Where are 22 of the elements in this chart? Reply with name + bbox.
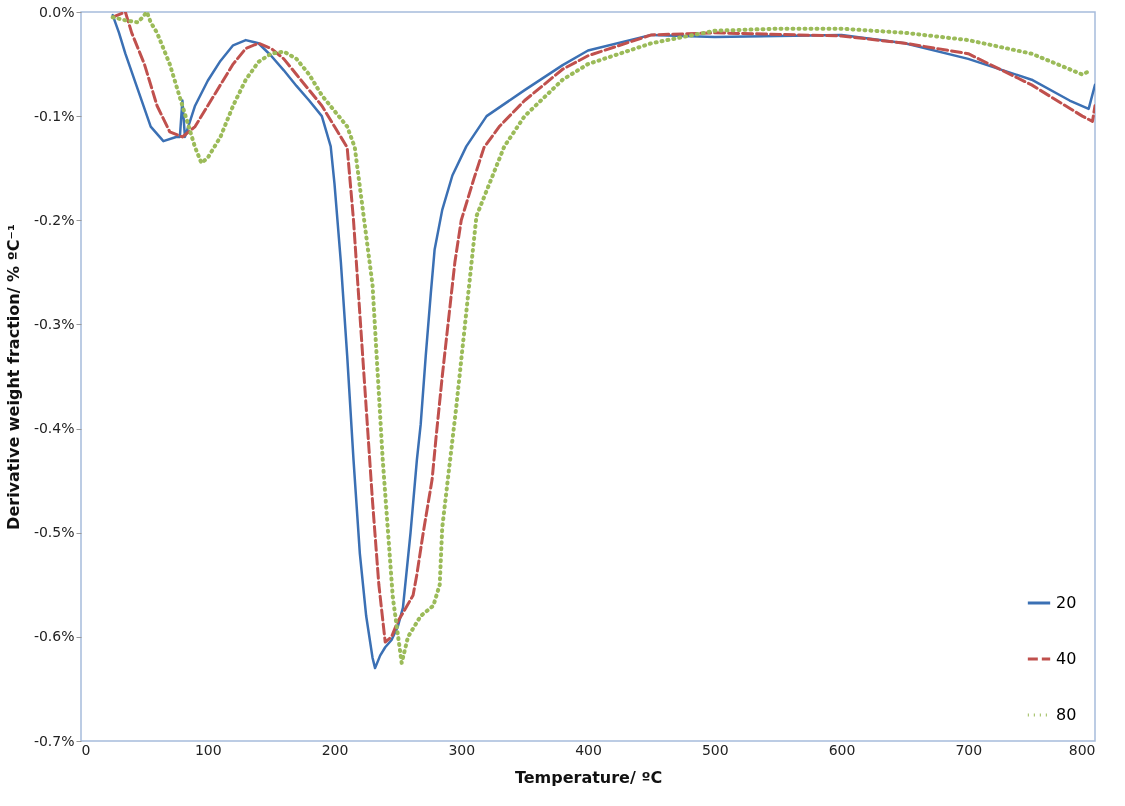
x-tick-label: 700 [955,741,983,758]
x-tick-label: 800 [1068,741,1096,758]
y-tick-label: -0.7% [33,732,75,749]
x-tick-label: 600 [828,741,856,758]
y-tick-label: -0.5% [33,524,75,541]
y-tick-label: -0.4% [33,420,75,437]
x-tick-label: 0 [81,741,91,758]
y-tick-label: -0.3% [33,315,75,332]
legend-label: 20 [1056,593,1077,612]
x-tick-label: 100 [194,741,222,758]
x-tick-label: 500 [701,741,729,758]
y-axis-title: Derivative weight fraction/ % ºC⁻¹ [3,224,23,530]
x-tick-label: 400 [575,741,602,758]
y-tick-label: 0.0% [38,3,75,20]
y-tick-label: -0.1% [33,107,75,124]
x-tick-label: 200 [321,741,349,758]
legend-label: 40 [1056,649,1077,668]
x-tick-label: 300 [448,741,476,758]
y-tick-label: -0.2% [33,211,75,228]
legend-label: 80 [1056,705,1077,724]
x-axis-title: Temperature/ ºC [514,767,663,787]
y-tick-label: -0.6% [33,628,75,645]
